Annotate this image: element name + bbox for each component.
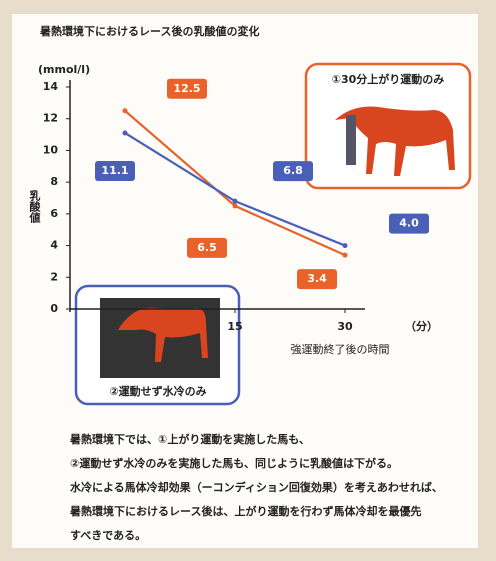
- person: [346, 115, 356, 165]
- y-tick-label: 6: [50, 207, 58, 220]
- x-tick-label: 15: [227, 320, 242, 333]
- legend-label: ②運動せず水冷のみ: [109, 384, 206, 398]
- value-label: 3.4: [307, 272, 327, 285]
- value-label-box: [297, 269, 337, 290]
- x-tick-label: 30: [337, 320, 353, 333]
- y-tick-label: 10: [43, 143, 59, 156]
- note-line: 暑熱環境下におけるレース後は、上がり運動を行わず馬体冷却を最優先: [70, 504, 421, 518]
- point: [342, 243, 348, 249]
- y-tick-label: 14: [43, 80, 59, 93]
- note-line: 水冷による馬体冷却効果（ーコンディション回復効果）を考えあわせれば、: [70, 480, 443, 494]
- value-label: 6.8: [283, 164, 303, 177]
- value-label: 12.5: [173, 82, 200, 95]
- point: [122, 108, 128, 114]
- horse: [118, 307, 208, 362]
- note-line: ②運動せず水冷のみを実施した馬も、同じように乳酸値は下がる。: [70, 456, 398, 470]
- chart-title: 暑熱環境下におけるレース後の乳酸値の変化: [40, 24, 259, 38]
- horse: [335, 106, 455, 176]
- y-tick-label: 0: [50, 302, 58, 315]
- value-label: 11.1: [101, 164, 128, 177]
- value-label-box: [167, 78, 207, 99]
- y-tick-label: 12: [43, 112, 58, 125]
- y-tick-label: 2: [50, 270, 58, 283]
- value-label-box: [187, 237, 227, 258]
- point: [122, 130, 128, 136]
- y-tick-label: 4: [50, 239, 58, 252]
- value-label-box: [273, 161, 313, 182]
- value-label-box: [389, 213, 429, 234]
- point: [232, 203, 238, 209]
- x-unit: （分）: [405, 319, 438, 333]
- value-label: 4.0: [399, 217, 419, 230]
- value-label: 6.5: [197, 241, 217, 254]
- point: [342, 252, 348, 258]
- value-label-box: [95, 160, 135, 181]
- y-tick-label: 8: [50, 175, 58, 188]
- point: [232, 198, 238, 204]
- x-label: 強運動終了後の時間: [291, 342, 390, 356]
- legend-label: ①30分上がり運動のみ: [332, 72, 445, 86]
- y-unit: (mmol/l): [38, 63, 90, 76]
- y-label: 乳酸値: [28, 189, 42, 224]
- note-line: すべきである。: [70, 529, 146, 542]
- note-line: 暑熱環境下では、①上がり運動を実施した馬も、: [70, 432, 310, 446]
